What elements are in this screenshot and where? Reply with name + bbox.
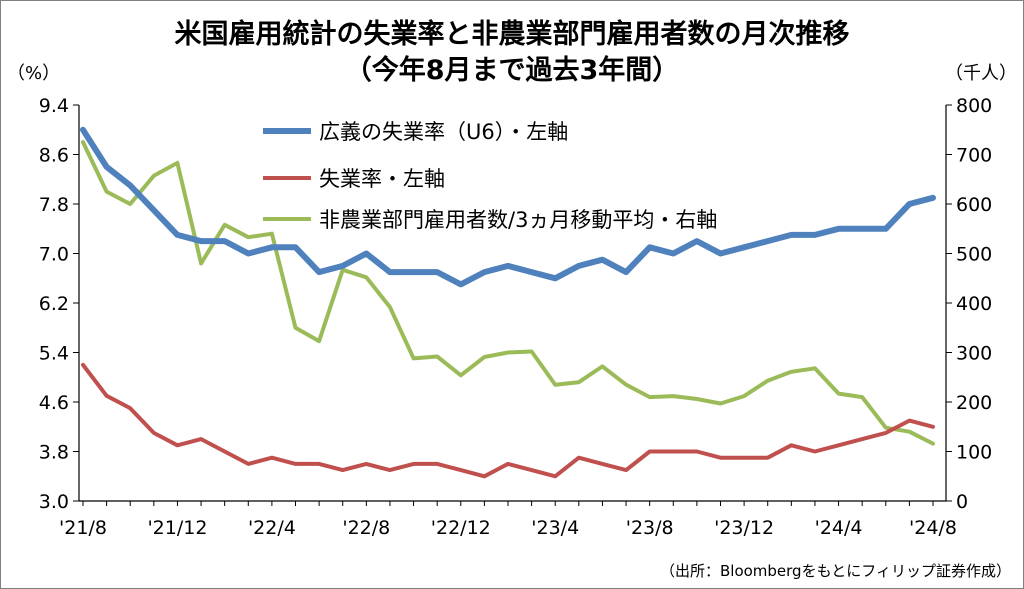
right-tick-label: 500: [956, 244, 992, 266]
source-note: （出所：Bloombergをもとにフィリップ証券作成）: [660, 562, 1011, 580]
chart-title: 米国雇用統計の失業率と非農業部門雇用者数の月次推移: [175, 18, 850, 50]
x-tick-label: '23/8: [626, 517, 674, 539]
series-line-1: [80, 126, 936, 288]
left-tick-label: 5.4: [39, 343, 69, 365]
x-tick-label: '22/8: [342, 517, 390, 539]
right-axis-unit: （千人）: [945, 63, 1017, 84]
x-tick-label: '22/12: [431, 517, 491, 539]
x-tick-label: '23/12: [714, 517, 774, 539]
left-axis-unit: （%）: [7, 63, 60, 84]
x-tick-label: '22/4: [248, 517, 296, 539]
right-tick-label: 300: [956, 343, 992, 365]
legend-label-3: 非農業部門雇用者数/3ヵ月移動平均・右軸: [319, 208, 717, 232]
series-lines: [80, 126, 936, 479]
left-tick-label: 3.0: [39, 491, 69, 513]
left-tick-label: 3.8: [39, 442, 69, 464]
x-tick-label: '23/4: [531, 517, 579, 539]
left-tick-label: 9.4: [39, 95, 69, 117]
right-tick-label: 400: [956, 293, 992, 315]
axes: 9.4 8.6 7.8 7.0 6.2 5.4 4.6 3.8 3.0 800 700 600 500 4…: [39, 95, 992, 539]
left-tick-label: 7.8: [39, 194, 69, 216]
series-line-2: [81, 362, 935, 479]
left-tick-label: 7.0: [39, 244, 69, 266]
right-tick-label: 200: [956, 392, 992, 414]
left-tick-label: 8.6: [39, 145, 69, 167]
x-tick-label: '21/12: [147, 517, 207, 539]
legend-label-1: 広義の失業率（U6）・左軸: [319, 120, 568, 144]
right-tick-label: 800: [956, 95, 992, 117]
right-tick-label: 600: [956, 194, 992, 216]
chart-subtitle: （今年8月まで過去3年間）: [345, 54, 680, 86]
left-tick-label: 4.6: [39, 392, 69, 414]
left-tick-label: 6.2: [39, 293, 69, 315]
legend-label-2: 失業率・左軸: [319, 167, 445, 191]
right-tick-label: 700: [956, 145, 992, 167]
series-line-3: [81, 140, 935, 446]
x-tick-label: '24/8: [909, 517, 957, 539]
right-tick-label: 0: [956, 491, 968, 513]
x-tick-label: '24/4: [815, 517, 863, 539]
right-tick-label: 100: [956, 442, 992, 464]
x-tick-label: '21/8: [59, 517, 107, 539]
